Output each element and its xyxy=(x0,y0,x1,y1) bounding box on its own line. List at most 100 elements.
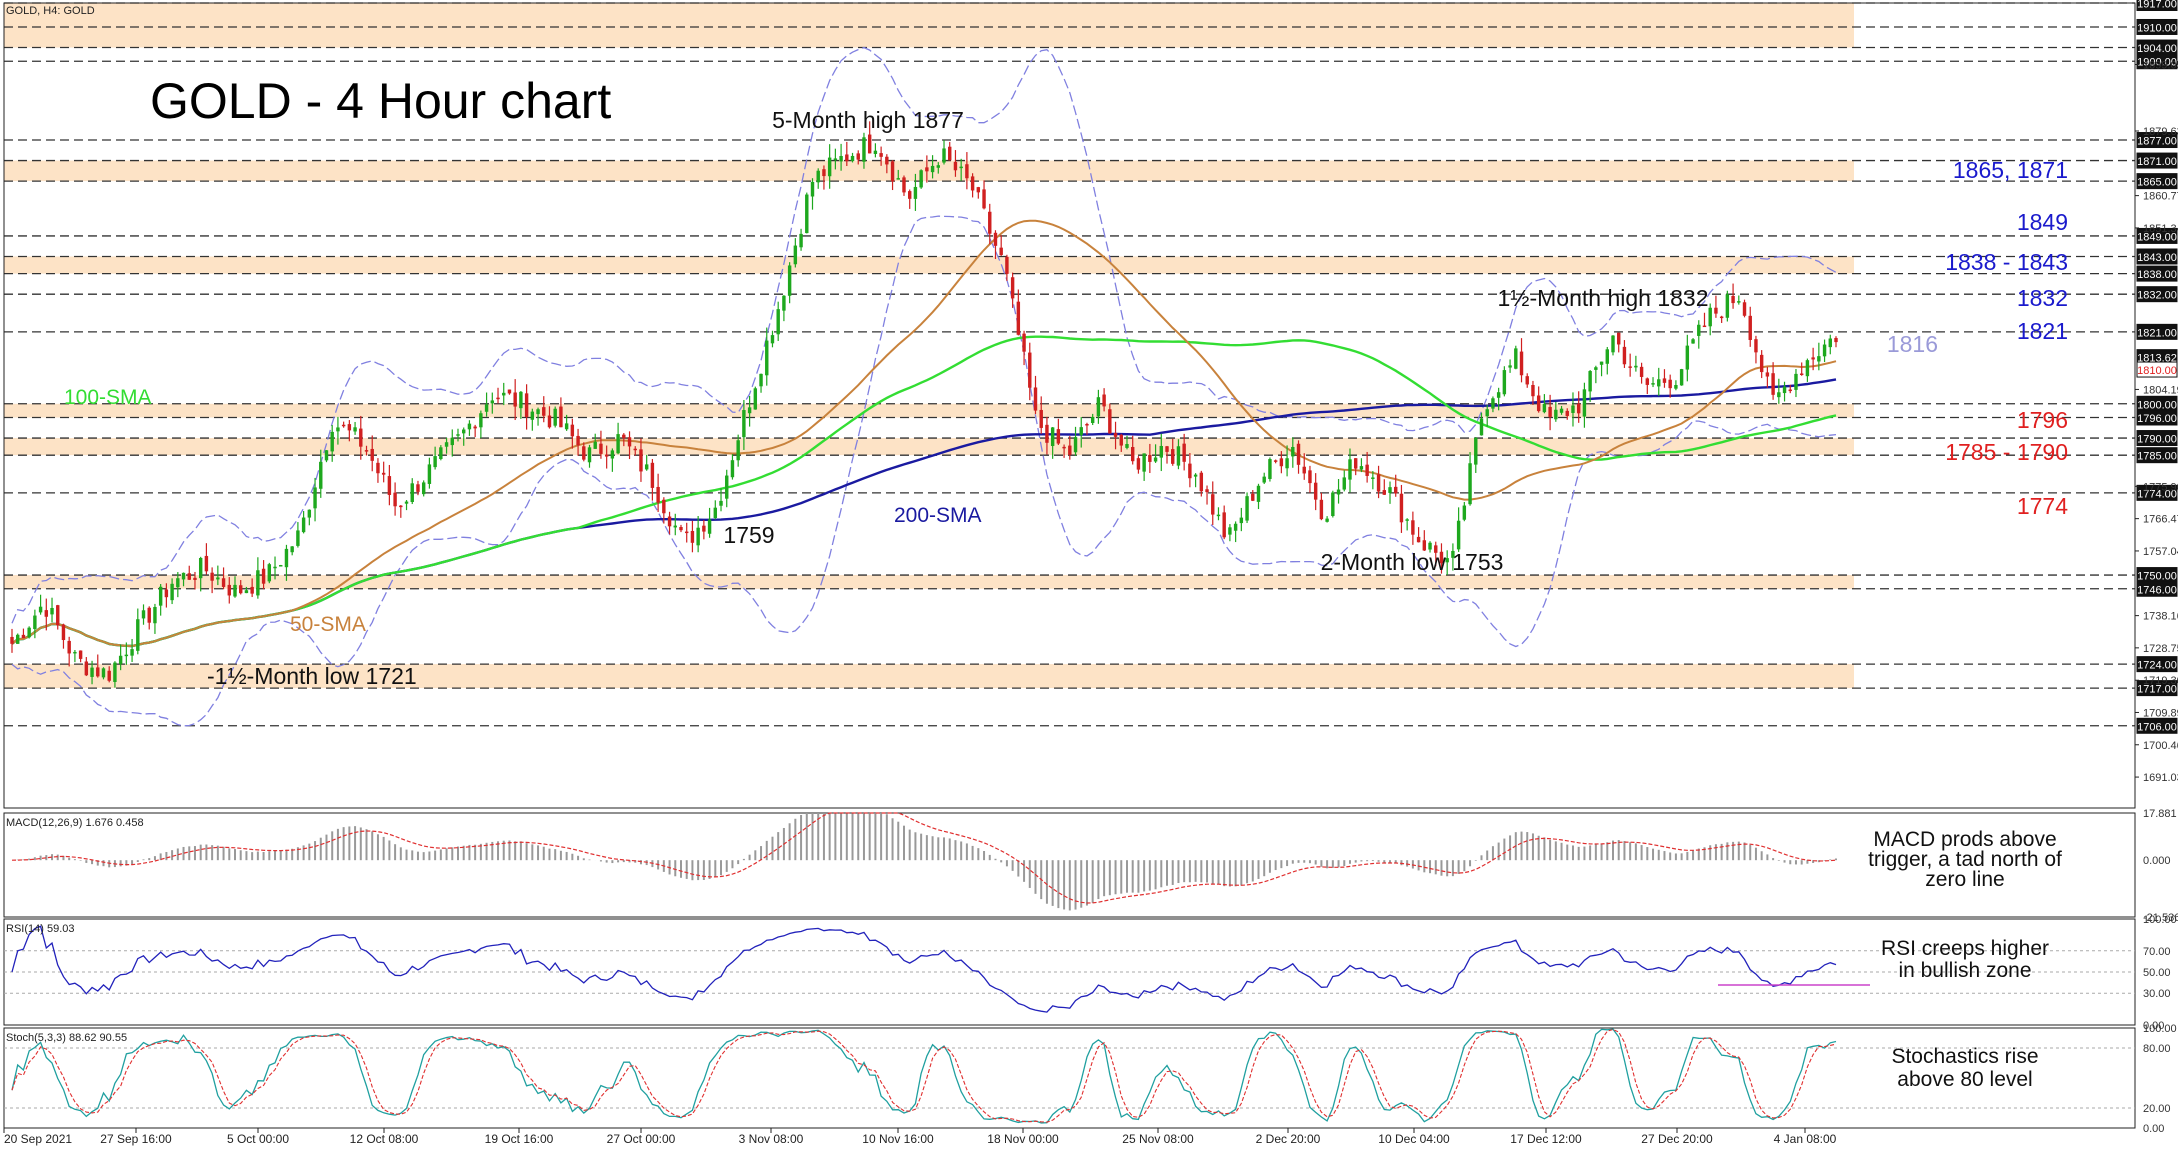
x-tick-label: 2 Dec 20:00 xyxy=(1256,1132,1321,1146)
rsi-tick-label: 70.00 xyxy=(2143,946,2171,958)
candle-body xyxy=(839,155,843,162)
candle-body xyxy=(690,530,695,543)
candle-body xyxy=(1611,335,1615,353)
rsi-tick-label: 0.00 xyxy=(2143,1020,2164,1032)
candle-body xyxy=(1599,361,1604,365)
candle-body xyxy=(38,606,43,613)
candle-body xyxy=(1353,458,1358,469)
candle-body xyxy=(1691,339,1695,344)
candle-body xyxy=(1434,545,1438,553)
candle-body xyxy=(1348,459,1352,480)
rsi-tick-label: 50.00 xyxy=(2143,967,2171,979)
candle-body xyxy=(639,449,643,472)
x-tick-label: 4 Jan 08:00 xyxy=(1774,1132,1837,1146)
candle-body xyxy=(1588,371,1592,392)
candle-body xyxy=(364,450,369,452)
candle-body xyxy=(301,517,306,533)
price-tag-label: 1796.00 xyxy=(2137,413,2177,425)
panel-frame xyxy=(3,812,2136,918)
candle-body xyxy=(267,564,272,582)
candle-body xyxy=(439,447,443,460)
support-resistance-zone xyxy=(4,3,1854,48)
candle-body xyxy=(1674,385,1678,389)
candle-body xyxy=(1799,373,1804,375)
price-tag xyxy=(2136,18,2178,35)
candle-body xyxy=(1422,540,1427,551)
price-tag xyxy=(2136,323,2178,340)
price-tag-label: 1871.00 xyxy=(2137,156,2177,168)
candle-body xyxy=(1216,514,1221,517)
price-tag-label: 1838.00 xyxy=(2137,269,2177,281)
candle-body xyxy=(1233,523,1238,531)
candle-body xyxy=(742,410,746,438)
rsi-line xyxy=(11,925,1837,1013)
price-tag-label: 1706.00 xyxy=(2137,721,2177,733)
candle-body xyxy=(33,615,37,630)
price-tag xyxy=(2136,132,2178,149)
candle-body xyxy=(107,670,111,681)
candle-body xyxy=(290,546,294,553)
candle-body xyxy=(73,651,77,654)
candle-body xyxy=(1165,446,1169,452)
bollinger-lower-band xyxy=(11,215,1837,727)
candle-body xyxy=(976,187,981,193)
candle-body xyxy=(1371,477,1375,479)
candle-body xyxy=(644,464,649,470)
candle-body xyxy=(513,392,517,407)
candle-body xyxy=(1228,527,1232,535)
candle-body xyxy=(1576,403,1581,414)
support-resistance-zone xyxy=(4,403,1854,418)
candle-body xyxy=(1622,346,1627,365)
candle-body xyxy=(1176,446,1181,466)
level-label: 1796 xyxy=(2017,407,2068,433)
candle-body xyxy=(765,340,769,376)
candle-body xyxy=(244,590,249,594)
candle-body xyxy=(1096,397,1101,417)
candle-body xyxy=(421,482,426,495)
candle-body xyxy=(793,245,798,265)
candle-body xyxy=(1182,443,1186,462)
price-tag xyxy=(2136,265,2178,282)
candle-body xyxy=(604,454,609,457)
candle-body xyxy=(1817,356,1821,362)
support-resistance-zone xyxy=(4,160,1854,182)
candle-body xyxy=(130,649,134,656)
stoch-header: Stoch(5,3,3) 88.62 90.55 xyxy=(6,1032,127,1044)
candle-body xyxy=(1148,454,1152,462)
candle-body xyxy=(359,428,363,447)
candle-body xyxy=(473,426,477,429)
candle-body xyxy=(1554,409,1558,420)
candle-body xyxy=(198,557,203,579)
y-tick-label: 1899.05 xyxy=(2143,59,2178,71)
candle-body xyxy=(576,435,580,446)
annotation-label: 1759 xyxy=(723,522,774,548)
candle-body xyxy=(1685,345,1690,370)
candle-body xyxy=(1079,427,1083,435)
y-tick-label: 1738.16 xyxy=(2143,611,2178,623)
candle-body xyxy=(833,158,838,161)
candle-body xyxy=(982,189,986,209)
price-tag xyxy=(2136,152,2178,169)
candle-body xyxy=(353,427,357,432)
candle-body xyxy=(1542,403,1547,413)
candle-body xyxy=(736,440,740,461)
candle-body xyxy=(673,525,677,528)
candle-body xyxy=(1657,379,1661,387)
candle-body xyxy=(479,413,483,428)
candle-body xyxy=(1445,558,1449,563)
candle-body xyxy=(84,661,89,676)
candle-body xyxy=(1525,376,1529,385)
candle-body xyxy=(1565,410,1569,416)
candle-body xyxy=(44,610,49,617)
candle-body xyxy=(925,167,929,172)
rsi-tick-label: 100.00 xyxy=(2143,914,2177,926)
level-label: 1865, 1871 xyxy=(1953,157,2068,183)
candle-body xyxy=(1451,550,1455,558)
candle-body xyxy=(1153,457,1158,462)
candle-body xyxy=(147,607,151,623)
candle-body xyxy=(181,572,186,580)
candle-body xyxy=(782,295,786,311)
candle-body xyxy=(970,176,975,191)
candle-body xyxy=(1171,449,1175,464)
